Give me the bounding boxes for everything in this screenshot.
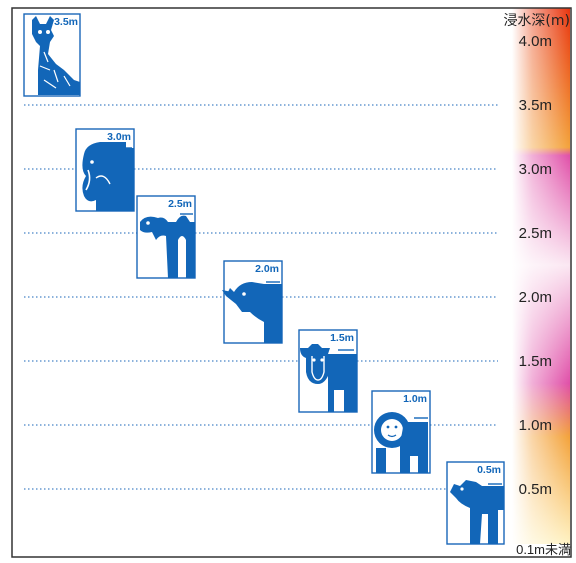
wild-boar-card: 0.5m: [446, 461, 505, 545]
cow-height-label: 1.5m: [330, 332, 354, 344]
giraffe-icon: [32, 16, 80, 95]
level-label-3.0m: 3.0m: [519, 161, 552, 178]
level-label-3.5m: 3.5m: [519, 97, 552, 114]
cow-card: 1.5m: [298, 329, 358, 413]
axis-title: 浸水深(m): [503, 13, 570, 29]
elephant-height-label: 3.0m: [107, 131, 131, 143]
camel-icon: [140, 215, 195, 278]
camel-card: 2.5m: [136, 195, 196, 279]
lion-height-label: 1.0m: [403, 393, 427, 405]
wild-boar-icon: [450, 480, 504, 544]
level-label-0.5m: 0.5m: [519, 481, 552, 498]
wild-boar-height-label: 0.5m: [477, 464, 501, 476]
level-label-1.5m: 1.5m: [519, 353, 552, 370]
lion-card: 1.0m: [371, 390, 431, 474]
level-labels: 4.0m 3.5m 3.0m 2.5m 2.0m 1.5m 1.0m 0.5m: [519, 33, 552, 498]
depth-color-band: [512, 8, 570, 544]
elephant-card: 3.0m: [75, 128, 135, 212]
camel-height-label: 2.5m: [168, 198, 192, 210]
diagram-frame: [11, 7, 572, 558]
rhinoceros-height-label: 2.0m: [255, 263, 279, 275]
level-lines: [24, 104, 498, 490]
rhinoceros-card: 2.0m: [222, 260, 283, 344]
lion-icon: [374, 412, 428, 473]
level-label-1.0m: 1.0m: [519, 417, 552, 434]
level-label-2.0m: 2.0m: [519, 289, 552, 306]
bottom-level-label: 0.1m未満: [516, 542, 571, 557]
giraffe-height-label: 3.5m: [54, 16, 78, 28]
elephant-icon: [82, 142, 134, 211]
level-label-2.5m: 2.5m: [519, 225, 552, 242]
level-label-4.0m: 4.0m: [519, 33, 552, 50]
cow-icon: [300, 344, 357, 412]
rhinoceros-icon: [222, 282, 282, 343]
giraffe-card: 3.5m: [23, 13, 81, 97]
